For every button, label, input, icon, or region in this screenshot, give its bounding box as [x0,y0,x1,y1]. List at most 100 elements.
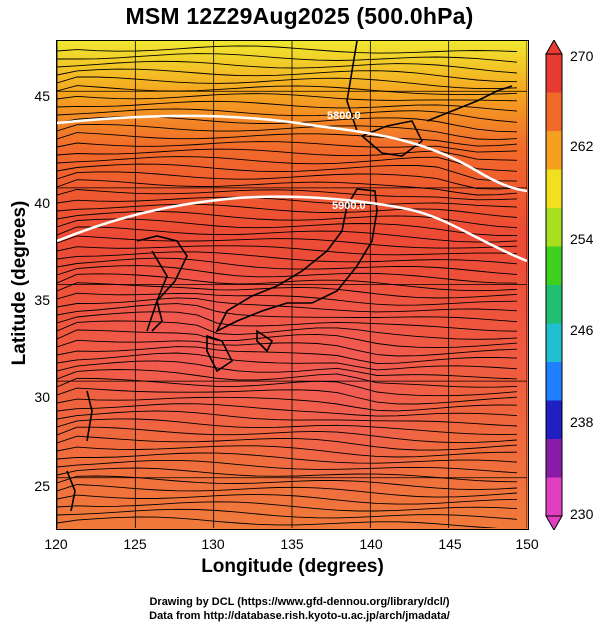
colorbar-segment [546,477,562,517]
streamline [57,303,518,323]
streamline [57,76,518,90]
streamline [57,501,518,512]
streamline [57,171,518,190]
colorbar-segment [546,131,562,170]
streamline [57,297,518,313]
y-tick-label: 40 [34,195,50,211]
streamline [57,60,518,74]
streamline [57,311,518,332]
colorbar-segment [546,246,562,286]
streamline [57,403,518,417]
streamline [57,68,518,83]
streamline [57,226,518,243]
streamline [57,265,518,284]
x-tick-label: 135 [280,536,304,552]
x-tick-label: 150 [515,536,539,552]
streamline [57,189,518,201]
streamline [57,163,518,182]
streamline [57,445,518,458]
x-tick-label: 130 [201,536,225,552]
map-canvas: 5800.0 5900.0 [57,41,527,528]
contour-label: 5900.0 [332,200,366,212]
streamline [57,282,518,299]
streamline [57,508,518,520]
streamline [57,245,518,256]
colorbar-max-arrow [545,40,563,55]
colorbar-segment [546,439,562,478]
streamline [57,218,518,236]
streamline [57,156,518,172]
colorbar-segment [546,208,562,247]
y-tick-label: 25 [34,478,50,494]
colorbar-segment [546,362,562,401]
colorbar-segments [545,40,563,530]
streamline [57,203,518,218]
x-tick-label: 125 [123,536,147,552]
streamline [57,123,518,141]
x-axis-label: Longitude (degrees) [201,556,384,577]
streamline [57,251,518,265]
streamline [57,273,518,292]
x-tick-label: 145 [438,536,462,552]
x-tick-label: 140 [359,536,383,552]
contour-5800 [57,114,527,193]
credit-line: Drawing by DCL (https://www.gfd-dennou.o… [149,596,450,608]
streamline [57,292,518,306]
y-tick-label: 35 [34,292,50,308]
credit-line: Data from http://database.rish.kyoto-u.a… [149,610,450,622]
streamline [57,85,518,96]
colorbar-frame [545,53,563,517]
colorbar-segment [546,54,562,93]
colorbar-tick-label: 262 [570,138,594,154]
streamline [57,141,518,153]
gridlines [57,41,527,528]
streamline [57,108,518,123]
streamline [57,196,518,208]
streamline [57,377,518,397]
streamline [57,329,518,349]
streamline [57,132,518,147]
streamline [57,459,518,474]
contour-5900 [57,195,527,263]
colorbar-segment [546,169,562,209]
streamline [57,116,518,133]
streamline [57,435,518,451]
map-plot-area: 5800.0 5900.0 [56,40,529,530]
streamline [57,516,502,528]
colorbar-segment [546,400,562,440]
colorbar-segment [546,323,562,363]
streamline [57,493,518,505]
y-axis-label: Latitude (degrees) [9,200,30,366]
streamline [57,410,518,427]
streamline [57,360,518,380]
colorbar-tick-label: 246 [570,322,594,338]
streamline [57,235,518,249]
streamline [57,387,518,405]
streamline [57,93,518,102]
streamline [57,100,518,112]
streamline [57,452,518,464]
colorbar-min-arrow [545,515,563,530]
colorbar-tick-label: 238 [570,414,594,430]
streamline [57,352,518,371]
y-tick-label: 30 [34,389,50,405]
streamline [57,369,518,388]
streamline [57,418,518,436]
chart-title: MSM 12Z29Aug2025 (500.0hPa) [125,3,474,29]
streamline [57,257,518,275]
colorbar-segment [546,285,562,324]
streamline [57,53,518,63]
colorbar-tick-label: 270 [570,48,594,64]
streamline [57,346,518,364]
streamline [57,396,518,412]
colorbar [545,40,563,530]
x-tick-label: 120 [44,536,68,552]
streamline [57,179,518,196]
streamline [57,426,518,444]
streamline [57,45,518,54]
y-tick-label: 45 [34,88,50,104]
streamline [57,484,518,498]
colorbar-tick-label: 230 [570,506,594,522]
contour-label: 5800.0 [327,110,361,122]
streamline [57,320,518,340]
